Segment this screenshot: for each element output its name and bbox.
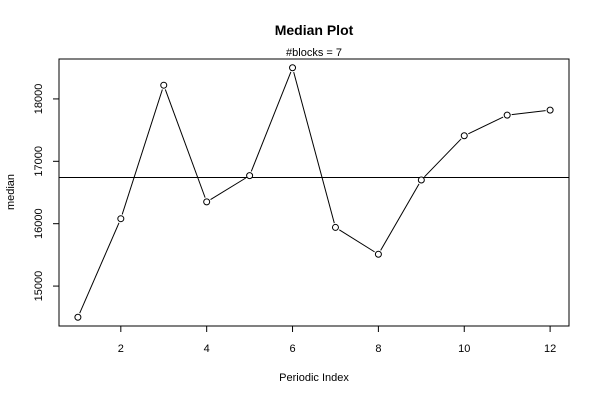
y-tick-label: 18000 (33, 84, 45, 115)
series-segment (121, 89, 163, 215)
series-segment (79, 222, 120, 314)
series-segment (164, 89, 206, 198)
y-axis-label: median (5, 174, 17, 210)
x-tick-label: 4 (204, 343, 210, 355)
x-tick-label: 10 (458, 343, 470, 355)
series-segment (293, 71, 335, 224)
median-series (74, 64, 554, 321)
series-segment (424, 138, 462, 178)
x-tick-label: 8 (375, 343, 381, 355)
y-axis: 15000 16000 17000 18000 (33, 84, 59, 302)
data-point (289, 64, 297, 72)
series-segment (380, 183, 420, 251)
data-point (503, 111, 511, 119)
x-axis-label: Periodic Index (279, 372, 349, 384)
series-segment (339, 229, 375, 253)
series-segment (250, 71, 292, 172)
data-point (331, 223, 339, 231)
data-point (246, 172, 254, 180)
data-point (74, 313, 82, 321)
chart-title: Median Plot (275, 22, 354, 38)
series-segment (468, 116, 504, 135)
data-point (417, 176, 425, 184)
x-tick-label: 6 (289, 343, 295, 355)
y-tick-label: 16000 (33, 208, 45, 239)
data-point (117, 215, 125, 223)
chart-subtitle: #blocks = 7 (286, 47, 342, 59)
series-segment (210, 177, 247, 200)
data-point (374, 250, 382, 258)
y-tick-label: 17000 (33, 146, 45, 177)
data-point (203, 198, 211, 206)
data-point (546, 106, 554, 114)
x-tick-label: 2 (118, 343, 124, 355)
plot-frame (58, 58, 570, 327)
x-tick-label: 12 (544, 343, 556, 355)
data-point (460, 132, 468, 140)
data-point (160, 81, 168, 89)
x-axis: 2 4 6 8 10 12 (118, 326, 556, 355)
series-segment (511, 110, 546, 116)
y-tick-label: 15000 (33, 271, 45, 302)
